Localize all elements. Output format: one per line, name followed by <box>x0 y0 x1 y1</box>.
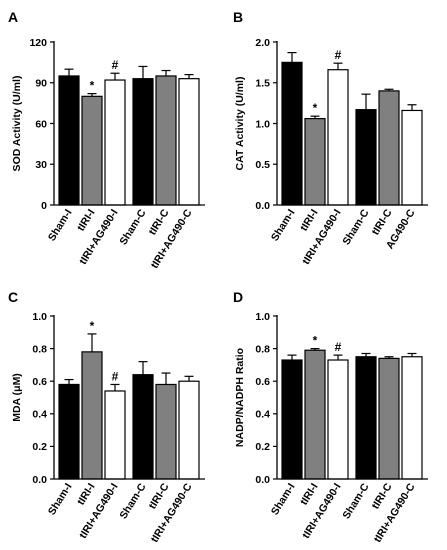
x-category-label: tIRI-I <box>298 481 321 507</box>
significance-mark: * <box>90 319 95 333</box>
y-axis-label: SOD Activity (U/ml) <box>11 76 23 172</box>
y-tick-label: 0 <box>41 200 47 212</box>
chart-panel-a: A 0 30 60 90 120 SOD Activity (U/ml) Sham-I * tIR… <box>8 9 205 271</box>
bar <box>281 61 303 206</box>
y-tick-label: 1.0 <box>32 311 47 323</box>
panel-letter: C <box>8 289 18 305</box>
y-tick-label: 0.4 <box>32 409 47 421</box>
bar <box>378 357 400 480</box>
bar <box>132 78 154 206</box>
bar <box>104 79 126 206</box>
y-tick-label: 90 <box>35 78 47 90</box>
bar <box>355 109 377 206</box>
bar <box>155 383 177 480</box>
y-tick-label: 0.8 <box>32 343 47 355</box>
panel-letter: B <box>233 9 243 25</box>
y-tick-label: 0.5 <box>255 159 270 171</box>
bar <box>281 359 303 480</box>
y-tick-label: 0.0 <box>32 474 47 486</box>
chart-panel-c: C 0.0 0.2 0.4 0.6 0.8 1.0 MDA (μM) Sham-I * tIRI-I… <box>8 289 205 545</box>
y-tick-label: 1.5 <box>255 78 270 90</box>
x-category-label: Sham-I <box>269 207 298 243</box>
bar <box>178 78 200 206</box>
bar <box>81 351 103 480</box>
y-tick-label: 0.8 <box>255 343 270 355</box>
significance-mark: # <box>112 369 119 383</box>
y-tick-label: 0.0 <box>255 200 270 212</box>
x-category-label: Sham-C <box>117 481 148 521</box>
y-tick-label: 0.6 <box>32 376 47 388</box>
y-tick-label: 0.2 <box>32 441 47 453</box>
y-tick-label: 1.0 <box>255 311 270 323</box>
y-axis-label: MDA (μM) <box>11 373 23 422</box>
x-category-label: tIRI-I <box>75 207 98 233</box>
significance-mark: # <box>335 340 342 354</box>
y-tick-label: 1.0 <box>255 118 270 130</box>
bar <box>304 118 326 206</box>
x-category-label: Sham-C <box>340 207 371 247</box>
y-tick-label: 0.6 <box>255 376 270 388</box>
y-tick-label: 2.0 <box>255 37 270 49</box>
x-category-label: Sham-I <box>269 481 298 517</box>
bar <box>327 69 349 206</box>
y-tick-label: 0.4 <box>255 409 270 421</box>
y-tick-label: 0.0 <box>255 474 270 486</box>
x-category-label: Sham-C <box>340 481 371 521</box>
y-axis-label: CAT Activity (U/ml) <box>234 77 246 171</box>
bar <box>378 90 400 206</box>
panel-letter: D <box>233 289 243 305</box>
bar <box>401 356 423 480</box>
bar <box>58 75 80 206</box>
bar <box>58 383 80 480</box>
panel-letter: A <box>8 9 18 25</box>
y-tick-label: 30 <box>35 159 47 171</box>
x-category-label: Sham-C <box>117 207 148 247</box>
chart-panel-b: B 0.0 0.5 1.0 1.5 2.0 CAT Activity (U/ml) Sham-… <box>233 9 428 267</box>
bar <box>304 349 326 480</box>
bar <box>155 75 177 206</box>
y-tick-label: 0.2 <box>255 441 270 453</box>
chart-panel-d: D 0.0 0.2 0.4 0.6 0.8 1.0 NADP/NADPH Ratio Sham-… <box>233 289 428 545</box>
bar <box>132 374 154 480</box>
significance-mark: # <box>112 58 119 72</box>
bar <box>81 95 103 206</box>
significance-mark: # <box>335 48 342 62</box>
x-category-label: tIRI-I <box>298 207 321 233</box>
bar <box>104 390 126 480</box>
x-category-label: Sham-I <box>46 207 75 243</box>
bar <box>401 109 423 206</box>
significance-mark: * <box>90 79 95 93</box>
x-category-label: tIRI-I <box>75 481 98 507</box>
y-tick-label: 60 <box>35 118 47 130</box>
y-axis-label: NADP/NADPH Ratio <box>234 348 246 447</box>
y-tick-label: 120 <box>29 37 47 49</box>
bar <box>327 359 349 480</box>
significance-mark: * <box>313 334 318 348</box>
significance-mark: * <box>313 101 318 115</box>
x-category-label: Sham-I <box>46 481 75 517</box>
bar <box>178 380 200 480</box>
bar <box>355 356 377 480</box>
